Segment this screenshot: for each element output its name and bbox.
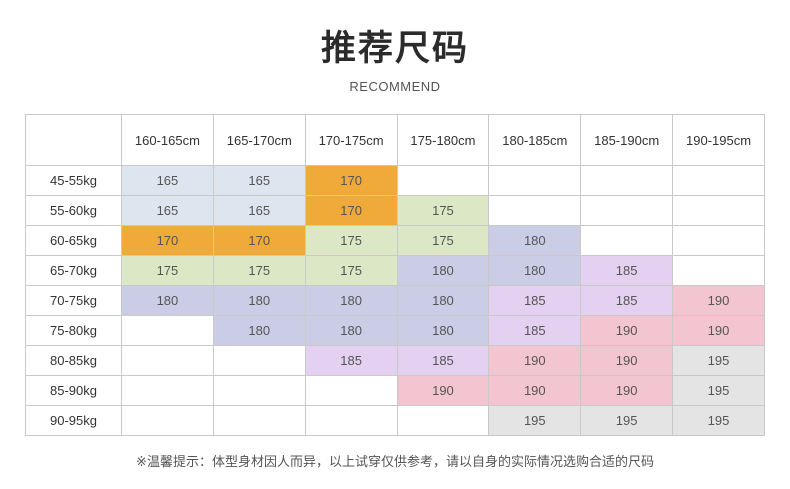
size-cell [121, 405, 214, 436]
size-cell [212, 375, 306, 406]
size-cell: 180 [396, 255, 490, 286]
table-row: 45-55kg 165 165 170 [25, 165, 765, 196]
size-cell: 195 [672, 375, 765, 406]
table-row: 55-60kg 165 165 170 175 [25, 195, 765, 226]
table-row: 65-70kg 175 175 175 180 180 185 [25, 255, 765, 286]
weight-label: 45-55kg [25, 165, 122, 196]
size-cell: 190 [672, 315, 765, 346]
size-cell [121, 345, 214, 376]
height-header: 175-180cm [396, 114, 490, 166]
weight-label: 60-65kg [25, 225, 122, 256]
size-cell: 180 [488, 225, 582, 256]
weight-label: 80-85kg [25, 345, 122, 376]
size-cell: 170 [304, 195, 398, 226]
size-cell: 165 [212, 165, 306, 196]
header-row: 160-165cm 165-170cm 170-175cm 175-180cm 180-… [25, 114, 765, 166]
table-row: 60-65kg 170 170 175 175 180 [25, 225, 765, 256]
page-title: 推荐尺码 [320, 29, 469, 69]
weight-label: 65-70kg [25, 255, 122, 286]
size-cell: 180 [396, 285, 490, 316]
size-cell [396, 405, 490, 436]
size-cell: 175 [396, 195, 490, 226]
size-cell [121, 375, 214, 406]
table-row: 85-90kg 190 190 190 195 [25, 375, 765, 406]
size-cell: 180 [396, 315, 490, 346]
size-cell: 180 [212, 285, 306, 316]
size-cell: 175 [396, 225, 490, 256]
table-row: 75-80kg 180 180 180 185 190 190 [25, 315, 765, 346]
size-cell [672, 165, 765, 196]
height-header: 180-185cm [488, 114, 582, 166]
size-cell [304, 375, 398, 406]
size-cell: 190 [672, 285, 765, 316]
weight-label: 70-75kg [25, 285, 122, 316]
table-row: 90-95kg 195 195 195 [25, 405, 765, 436]
corner-cell [25, 114, 122, 166]
size-cell: 190 [580, 345, 674, 376]
size-cell [121, 315, 214, 346]
size-note: ※温馨提示：体型身材因人而异，以上试穿仅供参考，请以自身的实际情况选购合适的尺码 [136, 455, 654, 470]
height-header: 170-175cm [304, 114, 398, 166]
size-cell: 180 [121, 285, 214, 316]
size-cell: 195 [672, 345, 765, 376]
size-cell: 175 [212, 255, 306, 286]
size-cell: 175 [121, 255, 214, 286]
size-cell: 190 [580, 375, 674, 406]
size-cell: 185 [396, 345, 490, 376]
size-cell: 190 [488, 375, 582, 406]
weight-label: 75-80kg [25, 315, 122, 346]
size-cell: 190 [488, 345, 582, 376]
size-cell [672, 195, 765, 226]
size-cell: 165 [121, 195, 214, 226]
size-cell: 185 [304, 345, 398, 376]
height-header: 185-190cm [580, 114, 674, 166]
table-row: 70-75kg 180 180 180 180 185 185 190 [25, 285, 765, 316]
size-cell: 185 [488, 285, 582, 316]
size-cell [488, 165, 582, 196]
height-header: 160-165cm [121, 114, 214, 166]
height-header: 190-195cm [672, 114, 765, 166]
size-cell [580, 225, 674, 256]
size-cell: 195 [580, 405, 674, 436]
weight-label: 55-60kg [25, 195, 122, 226]
size-cell: 190 [396, 375, 490, 406]
size-cell: 180 [212, 315, 306, 346]
size-cell: 180 [304, 285, 398, 316]
size-cell: 165 [121, 165, 214, 196]
size-chart-table: 160-165cm 165-170cm 170-175cm 175-180cm 180-… [25, 114, 765, 436]
size-cell: 165 [212, 195, 306, 226]
table-row: 80-85kg 185 185 190 190 195 [25, 345, 765, 376]
size-cell: 175 [304, 255, 398, 286]
size-cell: 190 [580, 315, 674, 346]
size-cell [580, 195, 674, 226]
size-cell: 180 [488, 255, 582, 286]
size-cell: 170 [304, 165, 398, 196]
size-cell [212, 345, 306, 376]
size-cell: 180 [304, 315, 398, 346]
size-cell: 185 [488, 315, 582, 346]
weight-label: 90-95kg [25, 405, 122, 436]
size-cell: 185 [580, 255, 674, 286]
size-cell: 170 [121, 225, 214, 256]
size-cell [212, 405, 306, 436]
size-cell [580, 165, 674, 196]
weight-label: 85-90kg [25, 375, 122, 406]
size-cell: 195 [672, 405, 765, 436]
size-cell: 185 [580, 285, 674, 316]
size-cell: 195 [488, 405, 582, 436]
size-cell [672, 225, 765, 256]
size-cell [488, 195, 582, 226]
page-subtitle: RECOMMEND [349, 79, 441, 94]
height-header: 165-170cm [212, 114, 306, 166]
size-cell: 175 [304, 225, 398, 256]
size-cell [396, 165, 490, 196]
size-cell [304, 405, 398, 436]
size-cell [672, 255, 765, 286]
size-cell: 170 [212, 225, 306, 256]
